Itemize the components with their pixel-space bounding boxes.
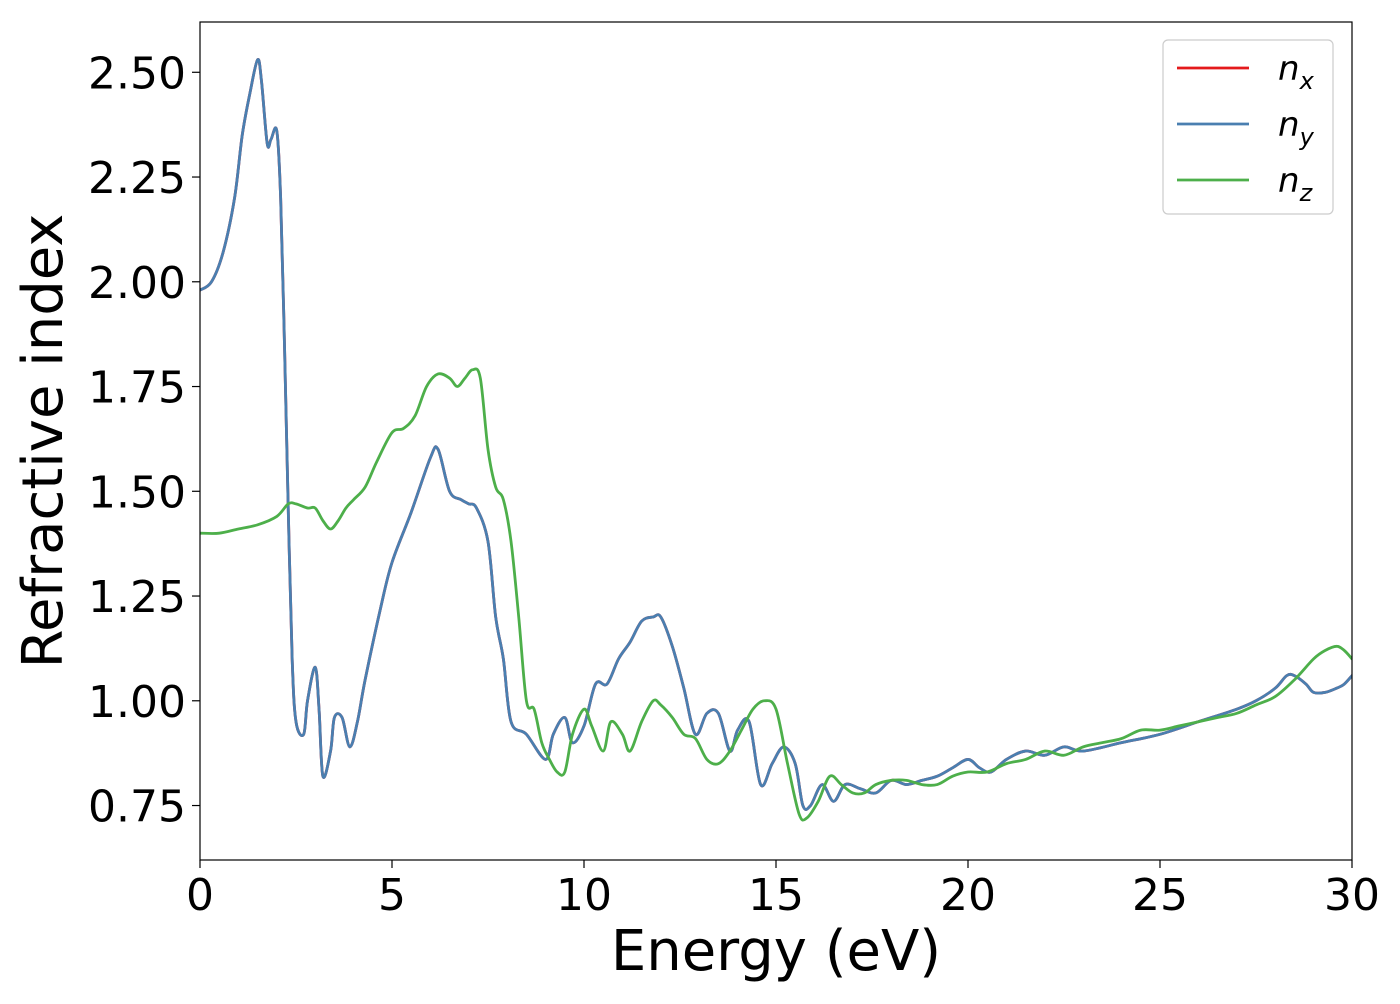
x-tick-label: 15 <box>748 870 804 921</box>
y-tick-label: 2.50 <box>88 48 186 99</box>
y-tick-label: 1.00 <box>88 677 186 728</box>
x-axis: 0 5 10 15 20 25 30 <box>186 860 1380 921</box>
y-tick-label: 1.25 <box>88 572 186 623</box>
y-axis: 0.75 1.00 1.25 1.50 1.75 2.00 2.25 2.50 <box>88 48 200 833</box>
legend-label-y: ny <box>1278 105 1315 151</box>
x-tick-label: 0 <box>186 870 214 921</box>
series-layer <box>200 58 1352 822</box>
y-axis-label: Refractive index <box>11 214 76 669</box>
legend-label-z: nz <box>1278 161 1314 207</box>
x-tick-label: 10 <box>556 870 612 921</box>
y-tick-label: 1.75 <box>88 363 186 414</box>
series-line-y <box>200 58 1352 811</box>
legend: nx ny nz <box>1162 39 1334 215</box>
series-line-z <box>200 367 1352 822</box>
legend-box <box>1162 39 1334 215</box>
x-axis-label: Energy (eV) <box>611 919 941 984</box>
x-tick-label: 30 <box>1324 870 1380 921</box>
x-tick-label: 5 <box>378 870 406 921</box>
legend-label-x: nx <box>1278 49 1315 95</box>
x-tick-label: 20 <box>940 870 996 921</box>
y-tick-label: 2.00 <box>88 258 186 309</box>
x-tick-label: 25 <box>1132 870 1188 921</box>
y-tick-label: 0.75 <box>88 782 186 833</box>
y-tick-label: 2.25 <box>88 153 186 204</box>
y-tick-label: 1.50 <box>88 467 186 518</box>
